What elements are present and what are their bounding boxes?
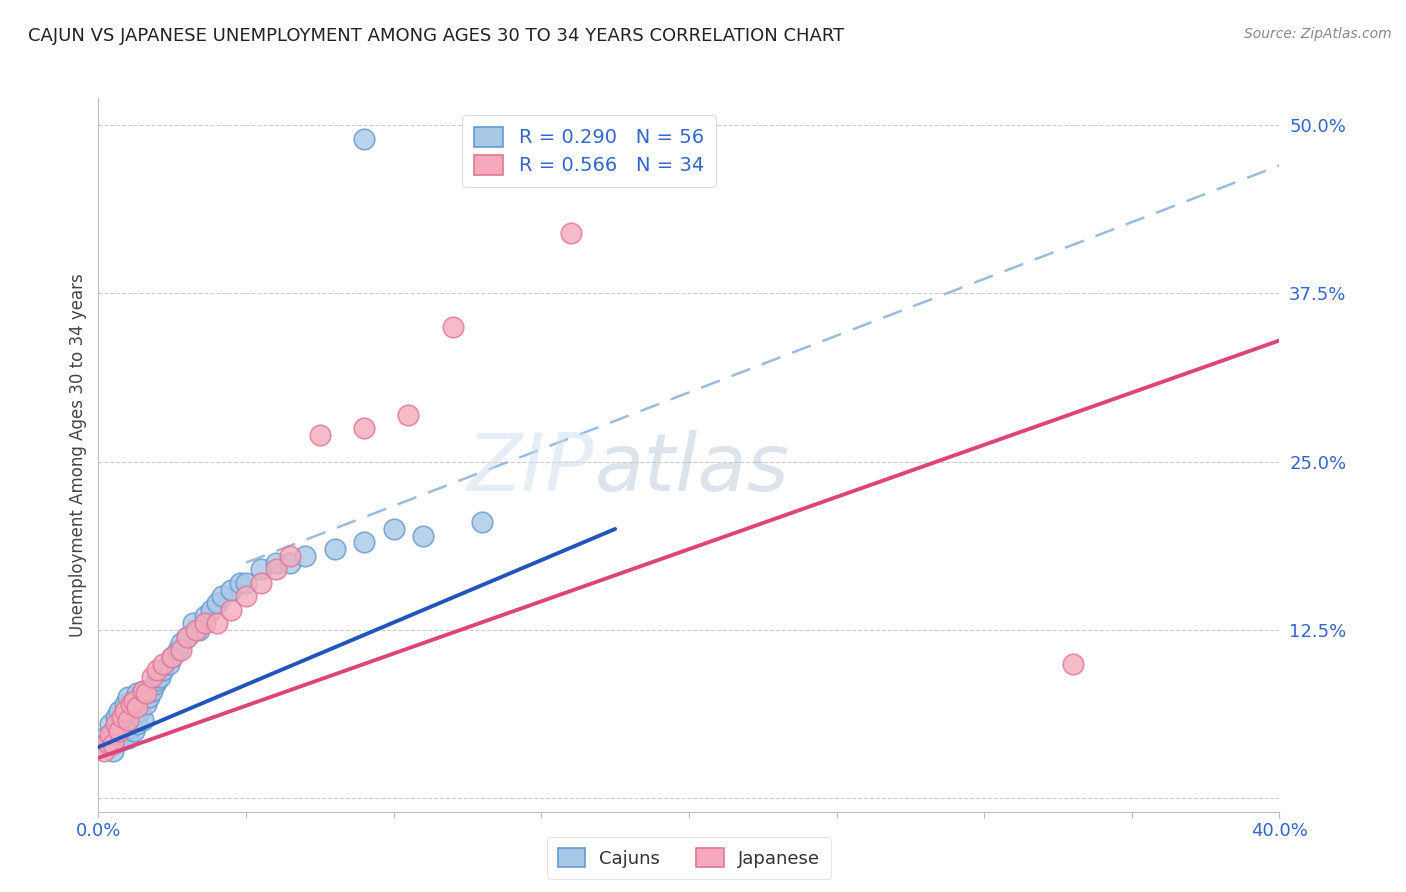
Point: [146, 664, 169, 678]
Point: [167, 643, 190, 657]
Point: [128, 704, 150, 718]
Point: [176, 630, 198, 644]
Point: [211, 589, 233, 603]
Point: [117, 717, 139, 731]
Point: [111, 710, 134, 724]
Point: [152, 657, 174, 671]
Point: [120, 721, 142, 735]
Point: [125, 686, 148, 700]
Point: [412, 529, 434, 543]
Point: [152, 664, 174, 678]
Point: [103, 738, 125, 752]
Legend: Cajuns, Japanese: Cajuns, Japanese: [547, 838, 831, 879]
Point: [135, 697, 157, 711]
Point: [205, 616, 228, 631]
Point: [1062, 657, 1084, 671]
Point: [162, 649, 183, 664]
Point: [250, 562, 273, 576]
Point: [98, 717, 121, 731]
Point: [141, 683, 163, 698]
Point: [111, 713, 134, 727]
Point: [132, 683, 155, 698]
Point: [122, 694, 145, 708]
Text: CAJUN VS JAPANESE UNEMPLOYMENT AMONG AGES 30 TO 34 YEARS CORRELATION CHART: CAJUN VS JAPANESE UNEMPLOYMENT AMONG AGE…: [28, 27, 845, 45]
Point: [264, 562, 287, 576]
Point: [125, 717, 148, 731]
Point: [98, 726, 121, 740]
Point: [105, 717, 128, 731]
Point: [132, 713, 155, 727]
Point: [250, 575, 273, 590]
Point: [120, 699, 142, 714]
Point: [278, 556, 302, 570]
Point: [120, 697, 142, 711]
Point: [96, 738, 118, 752]
Point: [114, 723, 136, 738]
Point: [353, 535, 375, 549]
Point: [382, 522, 405, 536]
Text: ZIP: ZIP: [467, 430, 595, 508]
Point: [141, 670, 163, 684]
Point: [170, 636, 193, 650]
Point: [138, 690, 160, 705]
Point: [229, 575, 252, 590]
Text: Source: ZipAtlas.com: Source: ZipAtlas.com: [1244, 27, 1392, 41]
Point: [441, 320, 464, 334]
Point: [108, 723, 131, 738]
Legend: R = 0.290   N = 56, R = 0.566   N = 34: R = 0.290 N = 56, R = 0.566 N = 34: [463, 115, 716, 187]
Point: [309, 427, 332, 442]
Point: [105, 735, 128, 749]
Point: [205, 596, 228, 610]
Point: [108, 704, 131, 718]
Point: [396, 408, 419, 422]
Y-axis label: Unemployment Among Ages 30 to 34 years: Unemployment Among Ages 30 to 34 years: [69, 273, 87, 637]
Point: [143, 677, 166, 691]
Text: atlas: atlas: [595, 430, 789, 508]
Point: [157, 657, 180, 671]
Point: [235, 575, 257, 590]
Point: [117, 690, 139, 705]
Point: [114, 704, 136, 718]
Point: [125, 699, 148, 714]
Point: [264, 556, 287, 570]
Point: [560, 226, 582, 240]
Point: [162, 649, 183, 664]
Point: [117, 731, 139, 745]
Point: [176, 630, 198, 644]
Point: [103, 723, 125, 738]
Point: [117, 713, 139, 727]
Point: [194, 609, 217, 624]
Point: [108, 726, 131, 740]
Point: [111, 733, 134, 747]
Point: [170, 643, 193, 657]
Point: [114, 697, 136, 711]
Point: [146, 673, 169, 687]
Point: [187, 623, 209, 637]
Point: [122, 694, 145, 708]
Point: [353, 131, 375, 145]
Point: [353, 421, 375, 435]
Point: [105, 710, 128, 724]
Point: [181, 616, 204, 631]
Point: [278, 549, 302, 563]
Point: [135, 686, 157, 700]
Point: [294, 549, 316, 563]
Point: [93, 731, 115, 745]
Point: [96, 735, 118, 749]
Point: [219, 582, 242, 597]
Point: [184, 623, 207, 637]
Point: [235, 589, 257, 603]
Point: [323, 542, 346, 557]
Point: [194, 616, 217, 631]
Point: [132, 683, 155, 698]
Point: [122, 723, 145, 738]
Point: [149, 670, 172, 684]
Point: [219, 603, 242, 617]
Point: [103, 744, 125, 758]
Point: [200, 603, 222, 617]
Point: [471, 515, 494, 529]
Point: [93, 744, 115, 758]
